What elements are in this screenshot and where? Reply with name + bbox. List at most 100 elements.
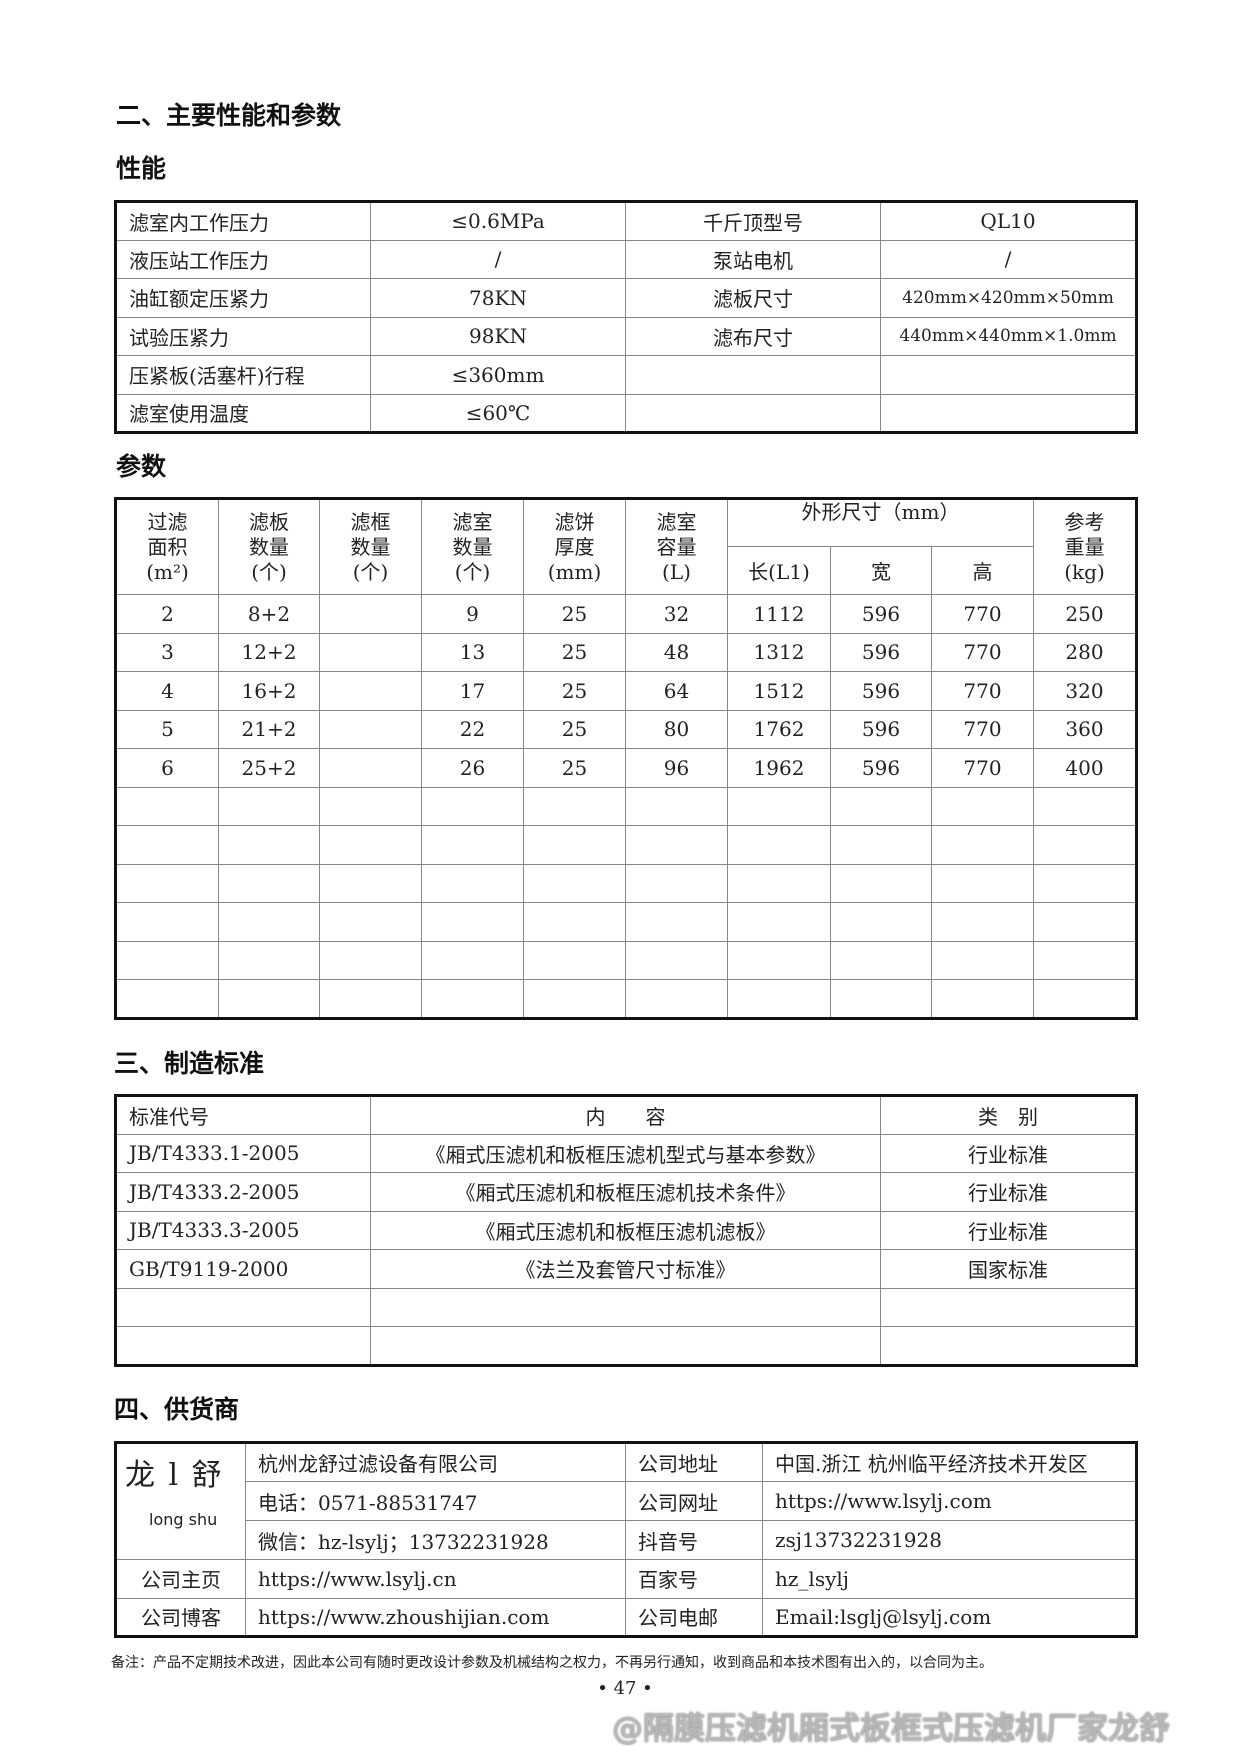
table-cell xyxy=(421,940,524,980)
table-cell xyxy=(727,940,831,980)
table-cell xyxy=(1033,902,1138,942)
logo-subtext: long shu xyxy=(149,1510,218,1529)
table-cell xyxy=(115,863,219,903)
table-cell: 公司网址 xyxy=(625,1481,763,1521)
page-number: • 47 • xyxy=(597,1678,653,1699)
table-cell: GB/T9119-2000 xyxy=(115,1249,371,1289)
table-cell: QL10 xyxy=(880,201,1137,241)
table-cell xyxy=(218,863,320,903)
table-cell: 96 xyxy=(625,748,728,788)
table-row: JB/T4333.1-2005 《厢式压滤机和板框压滤机型式与基本参数》 行业标准 xyxy=(115,1133,1137,1173)
table-cell: 《厢式压滤机和板框压滤机滤板》 xyxy=(370,1210,881,1250)
table-cell: 公司博客 xyxy=(115,1597,246,1637)
table-cell xyxy=(830,979,932,1019)
table-row: 公司主页 https://www.lsylj.cn 百家号 hz_lsylj xyxy=(115,1559,1137,1599)
table-cell xyxy=(1033,979,1138,1019)
table-cell xyxy=(218,786,320,826)
table-cell: 滤布尺寸 xyxy=(625,316,881,356)
table-cell xyxy=(523,825,626,865)
table-cell: 行业标准 xyxy=(880,1210,1137,1250)
table-cell xyxy=(319,940,422,980)
table-cell xyxy=(218,940,320,980)
table-cell: 滤框 数量 (个) xyxy=(319,498,422,595)
subtitle-params: 参数 xyxy=(116,452,167,481)
table-row: GB/T9119-2000 《法兰及套管尺寸标准》 国家标准 xyxy=(115,1249,1137,1289)
table-cell xyxy=(1033,786,1138,826)
table-cell: 17 xyxy=(421,671,524,711)
table-cell: 滤室 容量 (L) xyxy=(625,498,728,595)
table-cell xyxy=(319,902,422,942)
table-cell xyxy=(625,863,728,903)
subtitle-performance: 性能 xyxy=(116,154,167,183)
table-cell xyxy=(625,979,728,1019)
table-cell: 770 xyxy=(930,709,1035,749)
table-cell xyxy=(523,979,626,1019)
table-cell: 596 xyxy=(830,632,932,672)
table-cell: 公司主页 xyxy=(115,1559,246,1599)
table-cell xyxy=(930,940,1035,980)
table-cell: 国家标准 xyxy=(880,1249,1137,1289)
table-cell: https://www.lsylj.cn xyxy=(245,1559,626,1599)
table-cell: 596 xyxy=(830,748,932,788)
table-cell xyxy=(421,902,524,942)
table-cell: 《法兰及套管尺寸标准》 xyxy=(370,1249,881,1289)
table-cell: 25 xyxy=(523,632,626,672)
table-row: 滤室使用温度 ≤60℃ xyxy=(115,393,1137,433)
table-cell: 滤板尺寸 xyxy=(625,278,881,318)
table-row: 2 8+2 9 25 32 1112 596 770 250 xyxy=(115,594,1138,634)
table-cell xyxy=(218,902,320,942)
table-row: 压紧板(活塞杆)行程 ≤360mm xyxy=(115,355,1137,395)
table-cell: 770 xyxy=(930,671,1035,711)
table-cell xyxy=(370,1326,881,1366)
table-cell xyxy=(880,1287,1137,1327)
table-cell: 21+2 xyxy=(218,709,320,749)
table-cell xyxy=(115,825,219,865)
table-cell: 596 xyxy=(830,709,932,749)
table-row: 长(L1) 宽高 xyxy=(116,546,1137,595)
table-cell xyxy=(115,1326,371,1366)
table-cell xyxy=(880,355,1137,395)
table-cell: 48 xyxy=(625,632,728,672)
table-cell: 《厢式压滤机和板框压滤机技术条件》 xyxy=(370,1172,881,1212)
table-cell xyxy=(319,632,422,672)
table-cell: 公司电邮 xyxy=(625,1597,763,1637)
table-cell: 外形尺寸（mm） xyxy=(726,498,1035,547)
table-cell xyxy=(115,786,219,826)
table-row: 微信：hz-lsylj；13732231928 抖音号 zsj13732231928 xyxy=(116,1520,1137,1560)
table-cell: 泵站电机 xyxy=(625,239,881,279)
table-cell: ≤360mm xyxy=(370,355,626,395)
table-cell xyxy=(727,786,831,826)
table-cell xyxy=(523,902,626,942)
table-row: JB/T4333.2-2005 《厢式压滤机和板框压滤机技术条件》 行业标准 xyxy=(115,1172,1137,1212)
table-cell: Email:lsglj@lsylj.com xyxy=(762,1597,1137,1637)
table-cell xyxy=(115,979,219,1019)
table-cell: 抖音号 xyxy=(625,1520,763,1560)
table-cell xyxy=(115,940,219,980)
watermark: @隔膜压滤机厢式板框式压滤机厂家龙舒 xyxy=(612,1711,1170,1747)
table-cell xyxy=(830,940,932,980)
table-cell: 滤室内工作压力 xyxy=(115,201,371,241)
table-cell: / xyxy=(880,239,1137,279)
table-cell: https://www.zhoushijian.com xyxy=(245,1597,626,1637)
table-cell: 12+2 xyxy=(218,632,320,672)
standards-table: 标准代号内 容类 别 JB/T4333.1-2005 《厢式压滤机和板框压滤机型式与… xyxy=(114,1094,1138,1367)
params-table: 过滤 面积 (m²) 滤板 数量 (个) 滤框 数量 (个) 滤室 数量 (个) 滤饼 … xyxy=(114,497,1139,1020)
table-cell xyxy=(830,786,932,826)
company-logo: 龙 l 舒 long shu xyxy=(115,1442,246,1560)
table-row xyxy=(115,1326,1137,1366)
table-cell: hz_lsylj xyxy=(762,1559,1137,1599)
table-cell: 1962 xyxy=(727,748,831,788)
table-cell: 标准代号 xyxy=(115,1095,371,1135)
table-cell: 滤室 数量 (个) xyxy=(421,498,524,595)
table-cell xyxy=(830,863,932,903)
table-cell: 行业标准 xyxy=(880,1133,1137,1173)
table-row xyxy=(115,863,1138,903)
table-cell: 长(L1) xyxy=(727,546,831,595)
table-row: 3 12+2 13 25 48 1312 596 770 280 xyxy=(115,632,1138,672)
table-row: 6 25+2 26 25 96 1962 596 770 400 xyxy=(115,748,1138,788)
table-cell: 596 xyxy=(830,594,932,634)
table-cell xyxy=(625,786,728,826)
table-cell xyxy=(830,902,932,942)
table-row: 龙 l 舒 long shu 杭州龙舒过滤设备有限公司 公司地址 中国.浙江 杭州临平经… xyxy=(115,1442,1137,1560)
table-cell: 1312 xyxy=(727,632,831,672)
